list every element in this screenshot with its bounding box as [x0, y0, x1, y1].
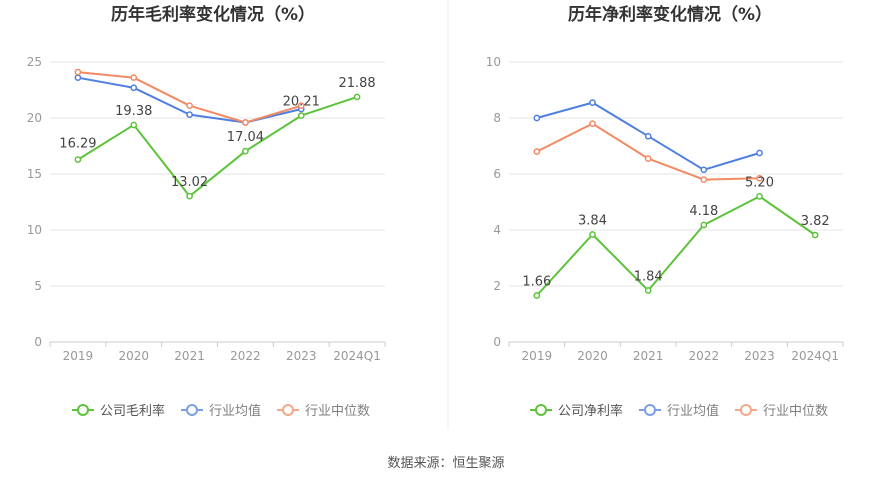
x-tick-label: 2020	[577, 349, 608, 363]
company-point	[644, 287, 652, 294]
company-point	[353, 93, 361, 101]
industry_avg-point	[589, 99, 596, 106]
y-tick-label: 4	[493, 223, 501, 237]
x-tick-label: 2023	[744, 349, 775, 363]
chart-title: 历年净利率变化情况（%）	[568, 4, 772, 25]
y-tick-label: 2	[493, 279, 501, 293]
industry_median-series-line	[536, 122, 760, 181]
industry_median-legend-item[interactable]: 行业中位数	[735, 404, 828, 419]
industry_median-legend-item[interactable]: 行业中位数	[277, 404, 370, 419]
data-label: 17.04	[227, 130, 264, 145]
company-point	[74, 156, 82, 163]
data-label: 19.38	[115, 104, 152, 119]
company-point	[130, 121, 138, 129]
y-tick-label: 5	[34, 279, 42, 293]
industry_median-point	[589, 120, 596, 127]
industry_avg-legend-item[interactable]: 行业均值	[181, 403, 261, 419]
net-margin-chart: 历年净利率变化情况（%） 0 2 4 6 8 10 2019 2020 2021 2022 2023 2…	[486, 4, 844, 419]
legend-marker-icon	[186, 404, 198, 416]
y-tick-label: 10	[27, 223, 42, 237]
industry_avg-point	[756, 149, 763, 157]
industry_avg-legend-item[interactable]: 行业均值	[639, 403, 719, 419]
y-tick-label: 0	[493, 335, 501, 349]
data-label: 5.20	[745, 175, 774, 190]
y-tick-label: 8	[493, 111, 501, 125]
legend-label: 公司净利率	[558, 403, 623, 419]
industry_median-point	[74, 68, 82, 76]
y-tick-label: 0	[34, 335, 42, 349]
legend-marker-icon	[77, 404, 89, 416]
company-series-line	[77, 95, 358, 198]
y-tick-label: 15	[27, 167, 42, 181]
x-tick-label: 2024Q1	[791, 349, 839, 363]
data-label: 1.84	[634, 269, 663, 284]
company-point	[756, 193, 763, 200]
company-legend-item[interactable]: 公司净利率	[530, 403, 623, 419]
company-series-line	[536, 195, 816, 297]
legend-label: 行业中位数	[305, 404, 370, 419]
industry_median-point	[533, 148, 541, 155]
legend-marker-icon	[740, 404, 752, 416]
legend-marker-icon	[282, 404, 294, 416]
x-tick-label: 2021	[174, 349, 205, 363]
industry_avg-point	[533, 114, 541, 122]
industry_avg-point	[700, 166, 708, 174]
data-label: 13.02	[171, 175, 208, 190]
legend-label: 公司毛利率	[100, 403, 165, 419]
y-tick-label: 25	[27, 55, 42, 69]
data-label: 4.18	[689, 204, 718, 219]
company-point	[297, 112, 305, 119]
data-label: 21.88	[338, 76, 375, 91]
industry_avg-point	[644, 132, 652, 140]
data-label: 3.82	[801, 214, 830, 229]
x-tick-label: 2019	[522, 349, 553, 363]
x-tick-label: 2020	[118, 349, 149, 363]
x-tick-label: 2022	[230, 349, 261, 363]
company-point	[242, 147, 249, 155]
y-tick-label: 6	[493, 167, 501, 181]
legend-marker-icon	[644, 404, 656, 416]
industry_median-point	[242, 119, 249, 126]
industry_avg-point	[74, 74, 82, 82]
x-tick-label: 2023	[286, 349, 317, 363]
data-label: 16.29	[59, 137, 96, 152]
data-label: 3.84	[578, 213, 607, 228]
industry_median-point	[644, 155, 652, 162]
industry_avg-point	[186, 111, 193, 118]
y-tick-label: 10	[486, 55, 501, 69]
industry_median-point	[756, 174, 763, 182]
x-tick-label: 2022	[689, 349, 720, 363]
x-tick-label: 2024Q1	[333, 349, 381, 363]
company-point	[700, 221, 708, 229]
industry_median-point	[700, 176, 708, 183]
source-label: 数据来源：恒生聚源	[387, 456, 504, 471]
data-label: 1.66	[522, 275, 551, 290]
legend-label: 行业均值	[209, 403, 261, 419]
x-tick-label: 2019	[63, 349, 94, 363]
x-tick-label: 2021	[633, 349, 664, 363]
company-point	[533, 292, 541, 299]
y-tick-label: 20	[27, 111, 42, 125]
data-label: 20.21	[283, 95, 320, 110]
company-point	[811, 231, 819, 239]
industry_avg-point	[130, 84, 138, 92]
gross-margin-chart: 历年毛利率变化情况（%） 0 5 10 15 20 25 2019 2020 2021 2022 20…	[27, 4, 386, 419]
company-point	[589, 231, 596, 238]
industry_median-point	[186, 102, 193, 110]
chart-title: 历年毛利率变化情况（%）	[111, 4, 315, 25]
company-point	[186, 192, 193, 200]
legend-label: 行业中位数	[763, 404, 828, 419]
legend-label: 行业均值	[667, 403, 719, 419]
industry_median-point	[130, 74, 138, 82]
legend-marker-icon	[535, 404, 547, 416]
company-legend-item[interactable]: 公司毛利率	[72, 403, 165, 419]
industry_median-point	[297, 102, 305, 110]
